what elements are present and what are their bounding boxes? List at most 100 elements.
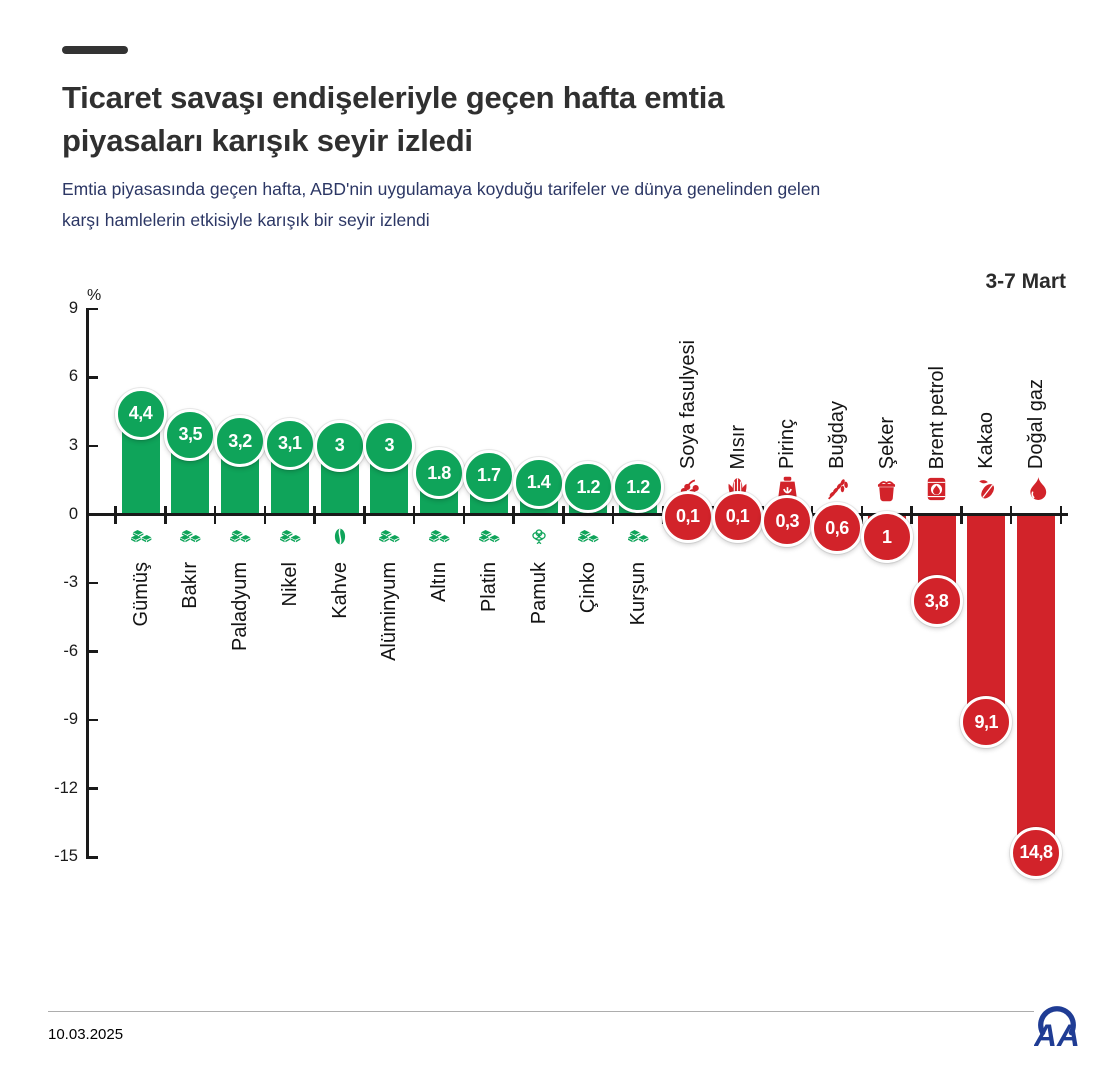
category-label: Alüminyum — [378, 562, 401, 661]
y-axis-unit-label: % — [87, 287, 102, 304]
y-axis-tick — [86, 650, 98, 653]
x-axis-tick — [164, 505, 167, 524]
x-axis-tick — [462, 505, 466, 524]
value-badge: 0,3 — [761, 495, 814, 548]
value-badge: 0,6 — [811, 502, 863, 555]
category-label: Mısır — [726, 424, 749, 469]
category-label: Bakır — [179, 562, 202, 609]
x-axis-tick — [1059, 505, 1063, 524]
value-badge: 1.2 — [562, 461, 615, 514]
metal-ingots-icon — [577, 528, 599, 545]
subtitle-line-1: Emtia piyasasında geçen hafta, ABD'nin u… — [62, 179, 821, 199]
x-axis-tick — [114, 505, 117, 524]
value-badge: 4,4 — [114, 387, 167, 440]
metal-ingots-icon — [279, 528, 301, 545]
subtitle-line-2: karşı hamlelerin etkisiyle karışık bir s… — [62, 210, 430, 230]
y-axis-tick-label: 0 — [68, 504, 78, 523]
y-axis-tick-label: -3 — [63, 573, 78, 592]
metal-ingots-icon — [428, 528, 450, 545]
y-axis-tick-label: -9 — [63, 710, 78, 729]
metal-ingots-icon — [229, 528, 251, 545]
x-axis-tick — [213, 505, 217, 524]
metal-ingots-icon — [179, 528, 201, 545]
x-axis-line — [86, 513, 1068, 516]
category-label: Kahve — [328, 562, 351, 619]
value-badge: 0,1 — [661, 490, 714, 543]
oil-barrel-icon — [924, 476, 949, 502]
wheat-icon — [825, 476, 850, 502]
category-label: Kurşun — [627, 562, 649, 626]
cotton-icon — [528, 528, 550, 545]
value-badge: 3,8 — [910, 575, 963, 628]
x-axis-tick — [910, 505, 913, 524]
y-axis-tick-label: 6 — [68, 367, 78, 386]
category-label: Şeker — [875, 416, 898, 469]
value-badge: 3,2 — [214, 415, 266, 468]
value-badge: 3,5 — [164, 408, 217, 461]
x-axis-tick — [960, 505, 963, 524]
category-label: Gümüş — [129, 562, 152, 627]
category-label: Altın — [428, 562, 450, 603]
title-line-1: Ticaret savaşı endişeleriyle geçen hafta… — [62, 80, 725, 115]
value-badge: 14,8 — [1010, 826, 1062, 879]
coffee-bean-icon — [329, 528, 351, 545]
y-axis-tick — [86, 718, 98, 722]
value-badge: 1.2 — [612, 461, 664, 514]
period-label: 3-7 Mart — [985, 270, 1066, 293]
x-axis-tick — [1009, 505, 1013, 524]
sugar-sack-icon — [874, 476, 899, 502]
value-badge: 9,1 — [960, 696, 1013, 749]
value-badge: 1.8 — [413, 447, 465, 500]
y-axis-tick-label: 9 — [68, 298, 78, 317]
x-axis-tick — [562, 505, 565, 524]
x-axis-tick — [313, 505, 316, 524]
metal-ingots-icon — [627, 528, 649, 545]
value-badge: 1.7 — [462, 449, 515, 502]
category-label: Pirinç — [776, 418, 799, 469]
page-title: Ticaret savaşı endişeleriyle geçen hafta… — [62, 76, 1002, 162]
category-label: Çinko — [577, 562, 600, 614]
metal-ingots-icon — [130, 528, 152, 545]
value-badge: 0,1 — [711, 490, 764, 543]
value-badge: 1 — [860, 511, 913, 564]
cocoa-icon — [974, 476, 999, 502]
page-subtitle: Emtia piyasasında geçen hafta, ABD'nin u… — [62, 174, 1002, 236]
title-line-2: piyasaları karışık seyir izledi — [62, 123, 473, 158]
x-axis-tick — [412, 505, 416, 524]
y-axis-tick — [86, 787, 98, 790]
y-axis-tick — [86, 581, 98, 585]
y-axis-tick — [86, 444, 98, 448]
footer-divider — [48, 1011, 1034, 1012]
x-axis-tick — [512, 505, 515, 524]
value-badge: 3,1 — [263, 417, 316, 470]
value-badge: 3 — [363, 419, 416, 472]
category-label: Nikel — [278, 562, 301, 607]
y-axis-tick-label: 3 — [68, 435, 78, 454]
aa-agency-logo-icon: AA — [1034, 1006, 1080, 1052]
y-axis-tick-label: -15 — [54, 847, 78, 866]
category-label: Doğal gaz — [1025, 378, 1047, 469]
category-label: Soya fasulyesi — [676, 340, 699, 469]
x-axis-tick — [860, 505, 864, 524]
aa-logo-text: AA — [1034, 1017, 1080, 1052]
category-label: Paladyum — [229, 562, 251, 651]
date-label: 10.03.2025 — [48, 1026, 124, 1043]
y-axis-tick — [86, 856, 98, 859]
category-label: Kakao — [975, 412, 998, 469]
value-badge: 3 — [313, 419, 366, 472]
y-axis-tick — [86, 307, 98, 311]
category-label: Buğday — [826, 401, 848, 469]
category-label: Pamuk — [527, 562, 550, 625]
bar-negative — [1017, 513, 1055, 866]
y-axis-tick — [86, 376, 98, 379]
metal-ingots-icon — [378, 528, 400, 545]
y-axis-tick-label: -12 — [54, 778, 78, 797]
category-label: Brent petrol — [925, 365, 948, 469]
y-axis-tick-label: -6 — [63, 641, 78, 660]
metal-ingots-icon — [478, 528, 500, 545]
x-axis-tick — [263, 505, 267, 524]
gas-flame-icon — [1024, 476, 1049, 502]
value-badge: 1.4 — [512, 456, 565, 509]
x-axis-tick — [611, 505, 615, 524]
